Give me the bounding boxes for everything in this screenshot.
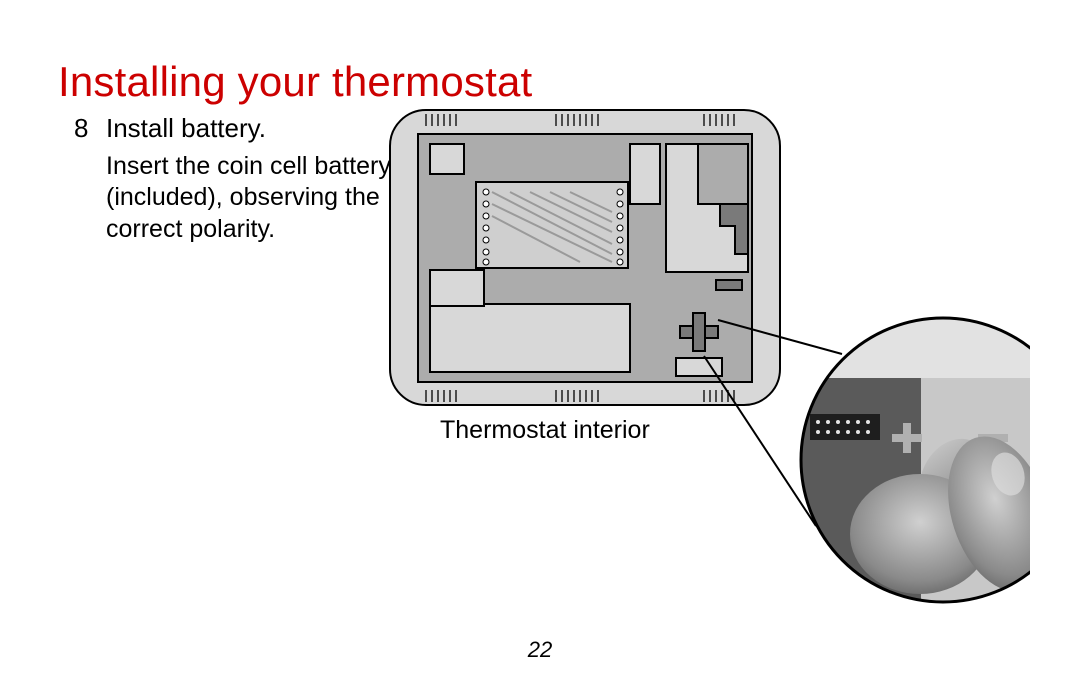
diagram-caption: Thermostat interior [440,416,650,445]
thermostat-diagram [380,104,1030,644]
battery-minus-icon [716,280,742,290]
step-number: 8 [74,113,88,144]
step-heading: Install battery. [106,113,266,144]
page-title: Installing your thermostat [58,58,532,106]
diagram-svg [380,104,1030,644]
page-number: 22 [0,637,1080,663]
pcb-window [476,182,628,268]
page: Installing your thermostat 8 Install bat… [0,0,1080,687]
inset-photo [801,318,1030,605]
step-body: Insert the coin cell battery (included),… [106,151,406,245]
